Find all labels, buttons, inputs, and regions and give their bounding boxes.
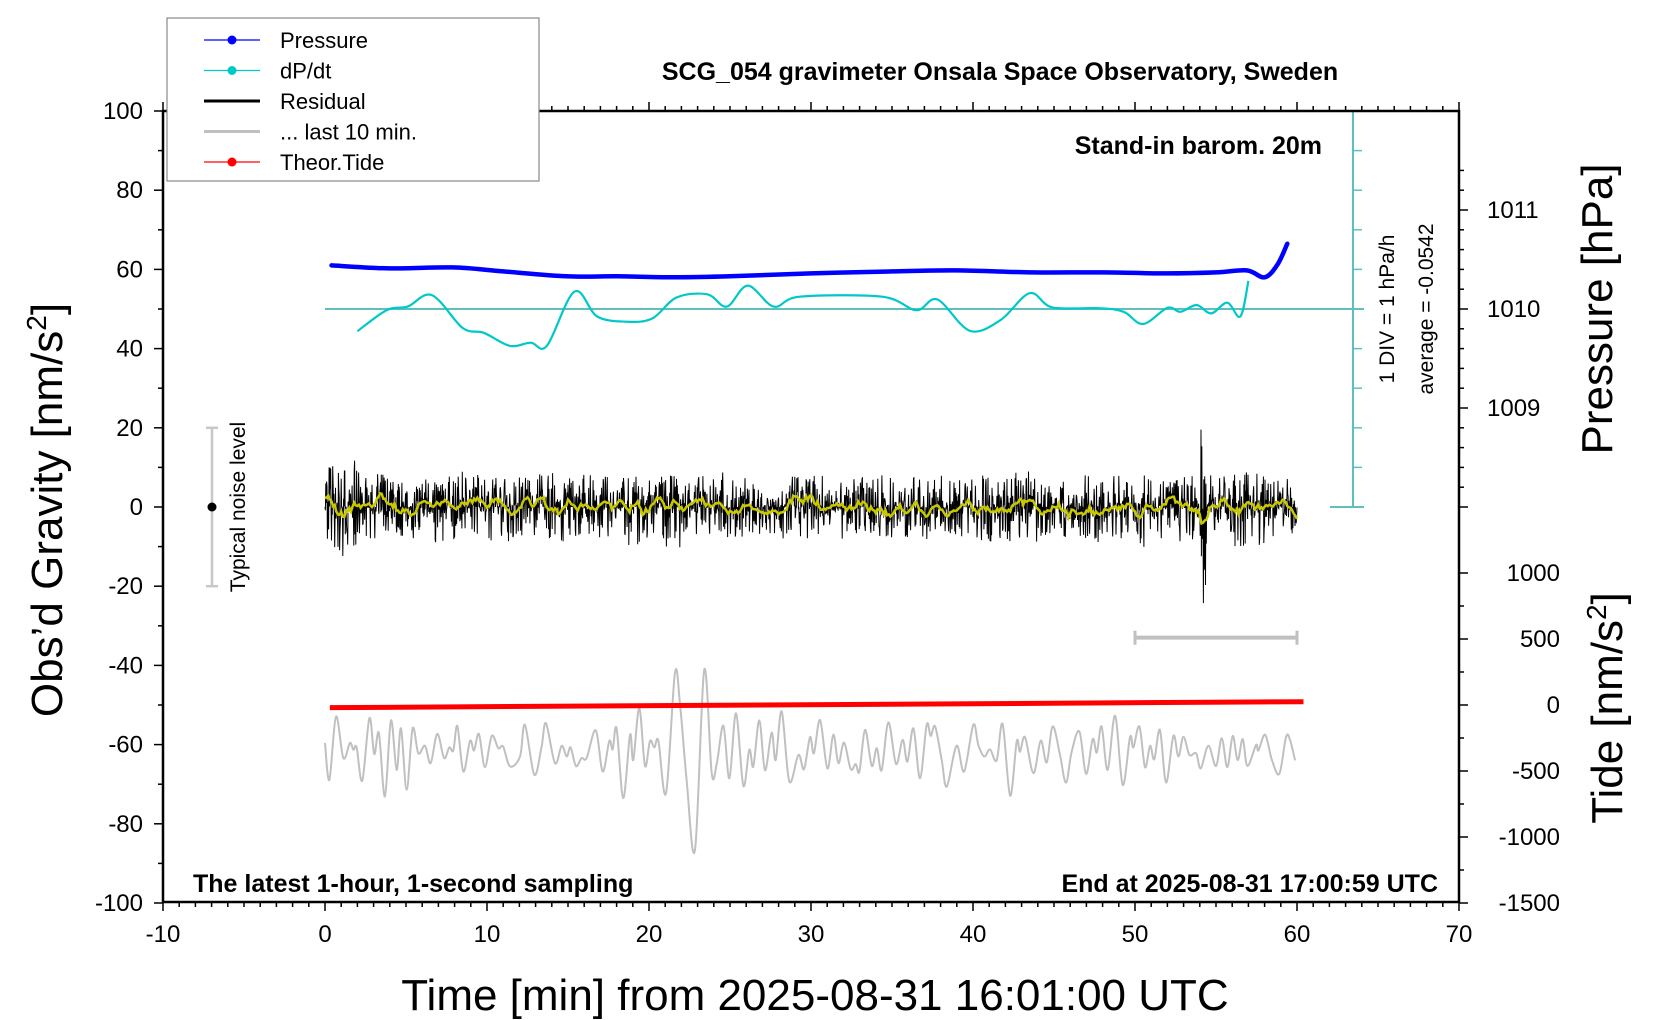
tide-line bbox=[329, 699, 1304, 711]
residual-line bbox=[324, 429, 1298, 604]
end-time-note: End at 2025-08-31 17:00:59 UTC bbox=[1061, 870, 1438, 898]
tide-tick-label: -1000 bbox=[1499, 824, 1560, 851]
pressure-line bbox=[329, 241, 1290, 280]
y-axis-label-tide: Tide [nm/s2] bbox=[1581, 592, 1632, 824]
legend-label: Pressure bbox=[280, 28, 368, 53]
noise-level-dot bbox=[207, 502, 217, 512]
tide-tick-label: -1500 bbox=[1499, 890, 1560, 917]
y-tick-label: 20 bbox=[116, 415, 143, 442]
tide-tick-label: 0 bbox=[1547, 692, 1560, 719]
legend-label: Residual bbox=[280, 89, 366, 114]
x-tick-label: 30 bbox=[798, 921, 825, 948]
x-axis-label: Time [min] from 2025-08-31 16:01:00 UTC bbox=[401, 971, 1228, 1020]
last10-min-line bbox=[324, 667, 1297, 854]
dpdt-scale-label: 1 DIV = 1 hPa/h bbox=[1376, 235, 1399, 384]
residual-smoothed-line bbox=[324, 491, 1299, 526]
tide-tick-label: 500 bbox=[1520, 626, 1560, 653]
x-tick-label: -10 bbox=[146, 921, 181, 948]
x-tick-label: 50 bbox=[1122, 921, 1149, 948]
y-tick-label: 40 bbox=[116, 336, 143, 363]
x-tick-label: 20 bbox=[636, 921, 663, 948]
legend-label: dP/dt bbox=[280, 59, 331, 84]
y-tick-label: -60 bbox=[108, 732, 143, 759]
x-tick-label: 0 bbox=[318, 921, 331, 948]
legend: Pressure dP/dt Residual ... last 10 min. The… bbox=[166, 17, 540, 182]
barometer-note: Stand-in barom. 20m bbox=[1075, 132, 1322, 160]
y-tick-label: -20 bbox=[108, 573, 143, 600]
y-tick-label: 100 bbox=[103, 98, 143, 125]
pressure-tick-label: 1010 bbox=[1487, 296, 1540, 323]
legend-label: Theor.Tide bbox=[280, 150, 384, 175]
sampling-note: The latest 1-hour, 1-second sampling bbox=[193, 870, 633, 898]
legend-label: ... last 10 min. bbox=[280, 120, 417, 145]
dpdt-average-label: average = -0.0542 bbox=[1415, 223, 1438, 394]
y-axis-label-pressure: Pressure [hPa] bbox=[1573, 163, 1622, 454]
tide-tick-label: -500 bbox=[1512, 758, 1560, 785]
y-tick-label: 80 bbox=[116, 177, 143, 204]
noise-level-label: Typical noise level bbox=[227, 422, 250, 592]
legend-swatch-dot bbox=[227, 157, 237, 167]
legend-swatch-dot bbox=[227, 66, 237, 75]
tide-tick-label: 1000 bbox=[1507, 560, 1560, 587]
pressure-tick-label: 1009 bbox=[1487, 395, 1540, 422]
y-tick-label: -80 bbox=[108, 811, 143, 838]
y-tick-label: -100 bbox=[95, 890, 143, 917]
x-tick-label: 10 bbox=[474, 921, 501, 948]
pressure-tick-label: 1011 bbox=[1487, 197, 1539, 224]
y-axis-label-gravity: Obs’d Gravity [nm/s2] bbox=[21, 303, 72, 717]
legend-swatch-dot bbox=[227, 35, 237, 45]
x-tick-label: 70 bbox=[1446, 921, 1473, 948]
y-tick-label: 60 bbox=[116, 256, 143, 283]
y-tick-label: -40 bbox=[108, 652, 143, 679]
chart-title: SCG_054 gravimeter Onsala Space Observat… bbox=[662, 58, 1338, 86]
x-tick-label: 40 bbox=[960, 921, 987, 948]
dpdt-line bbox=[356, 280, 1250, 350]
y-tick-label: 0 bbox=[130, 494, 143, 521]
x-tick-label: 60 bbox=[1284, 921, 1311, 948]
